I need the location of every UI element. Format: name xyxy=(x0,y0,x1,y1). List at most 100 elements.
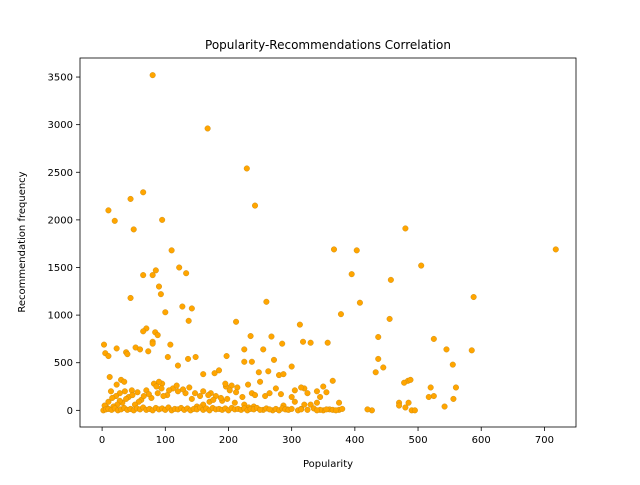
data-point xyxy=(179,386,186,393)
data-point xyxy=(107,388,114,395)
data-point xyxy=(121,388,128,395)
data-point xyxy=(200,371,207,378)
data-point xyxy=(252,202,259,209)
data-point xyxy=(375,334,382,341)
data-point xyxy=(260,346,267,353)
data-point xyxy=(105,207,112,214)
data-point xyxy=(300,338,307,345)
data-point xyxy=(407,376,414,383)
data-point xyxy=(301,401,308,408)
data-point xyxy=(154,390,161,397)
data-point xyxy=(337,311,344,318)
data-point xyxy=(185,317,192,324)
data-point xyxy=(153,383,160,390)
data-point xyxy=(197,393,204,400)
data-point xyxy=(174,362,181,369)
data-point xyxy=(468,347,475,354)
data-point xyxy=(223,353,230,360)
data-point xyxy=(387,276,394,283)
data-point xyxy=(280,371,287,378)
data-point xyxy=(149,340,156,347)
data-point xyxy=(353,247,360,254)
data-point xyxy=(173,382,180,389)
data-point xyxy=(304,406,311,413)
y-ticks: 0 500 1000 1500 2000 2500 3000 3500 xyxy=(48,73,80,417)
data-point xyxy=(405,399,412,406)
data-point xyxy=(288,405,295,412)
x-tick-label: 100 xyxy=(156,435,175,446)
data-point xyxy=(130,226,137,233)
chart-title: Popularity-Recommendations Correlation xyxy=(205,38,451,52)
data-point xyxy=(204,125,211,132)
data-point xyxy=(307,339,314,346)
y-tick-label: 2500 xyxy=(48,168,73,179)
data-point xyxy=(124,351,131,358)
data-point xyxy=(449,361,456,368)
x-ticks: 0 100 200 300 400 500 600 700 xyxy=(99,427,554,446)
data-point xyxy=(265,368,272,375)
x-tick-label: 300 xyxy=(282,435,301,446)
data-point xyxy=(255,369,262,376)
data-point xyxy=(106,374,113,381)
data-point xyxy=(192,354,199,361)
data-point xyxy=(113,345,120,352)
data-point xyxy=(183,270,190,277)
data-point xyxy=(174,388,181,395)
data-point xyxy=(266,406,273,413)
data-point xyxy=(329,377,336,384)
data-point xyxy=(320,383,327,390)
data-point xyxy=(239,394,246,401)
data-point xyxy=(270,356,277,363)
data-point xyxy=(332,407,339,414)
data-point xyxy=(298,384,305,391)
data-point xyxy=(168,247,175,254)
data-point xyxy=(233,389,240,396)
data-point xyxy=(154,332,161,339)
data-point xyxy=(425,394,432,401)
data-point xyxy=(205,392,212,399)
data-point xyxy=(241,358,248,365)
data-point xyxy=(291,387,298,394)
data-point xyxy=(430,335,437,342)
data-point xyxy=(323,406,330,413)
data-point xyxy=(288,394,295,401)
data-point xyxy=(296,321,303,328)
data-point xyxy=(277,391,284,398)
data-point xyxy=(188,305,195,312)
data-point xyxy=(313,388,320,395)
data-point xyxy=(402,404,409,411)
data-point xyxy=(248,358,255,365)
data-point xyxy=(364,406,371,413)
data-point xyxy=(210,396,217,403)
data-point xyxy=(411,407,418,414)
data-point xyxy=(470,294,477,301)
data-point xyxy=(245,381,252,388)
data-point xyxy=(317,394,324,401)
data-point xyxy=(380,364,387,371)
x-axis-label: Popularity xyxy=(303,459,353,470)
data-point xyxy=(396,402,403,409)
data-point xyxy=(222,380,229,387)
y-tick-label: 3000 xyxy=(48,120,73,131)
data-point xyxy=(339,405,346,412)
y-tick-label: 1000 xyxy=(48,311,73,322)
data-point xyxy=(266,390,273,397)
data-point xyxy=(323,389,330,396)
data-point xyxy=(386,315,393,322)
data-point xyxy=(231,399,238,406)
data-point xyxy=(105,398,112,405)
data-point xyxy=(140,189,147,196)
data-point xyxy=(158,385,165,392)
data-point xyxy=(149,272,156,279)
data-point xyxy=(224,395,231,402)
axes-frame xyxy=(79,57,577,428)
data-point xyxy=(217,394,224,401)
data-point xyxy=(257,378,264,385)
data-point xyxy=(166,387,173,394)
x-tick-label: 200 xyxy=(219,435,238,446)
data-point xyxy=(430,393,437,400)
data-point xyxy=(313,399,320,406)
data-point xyxy=(185,355,192,362)
